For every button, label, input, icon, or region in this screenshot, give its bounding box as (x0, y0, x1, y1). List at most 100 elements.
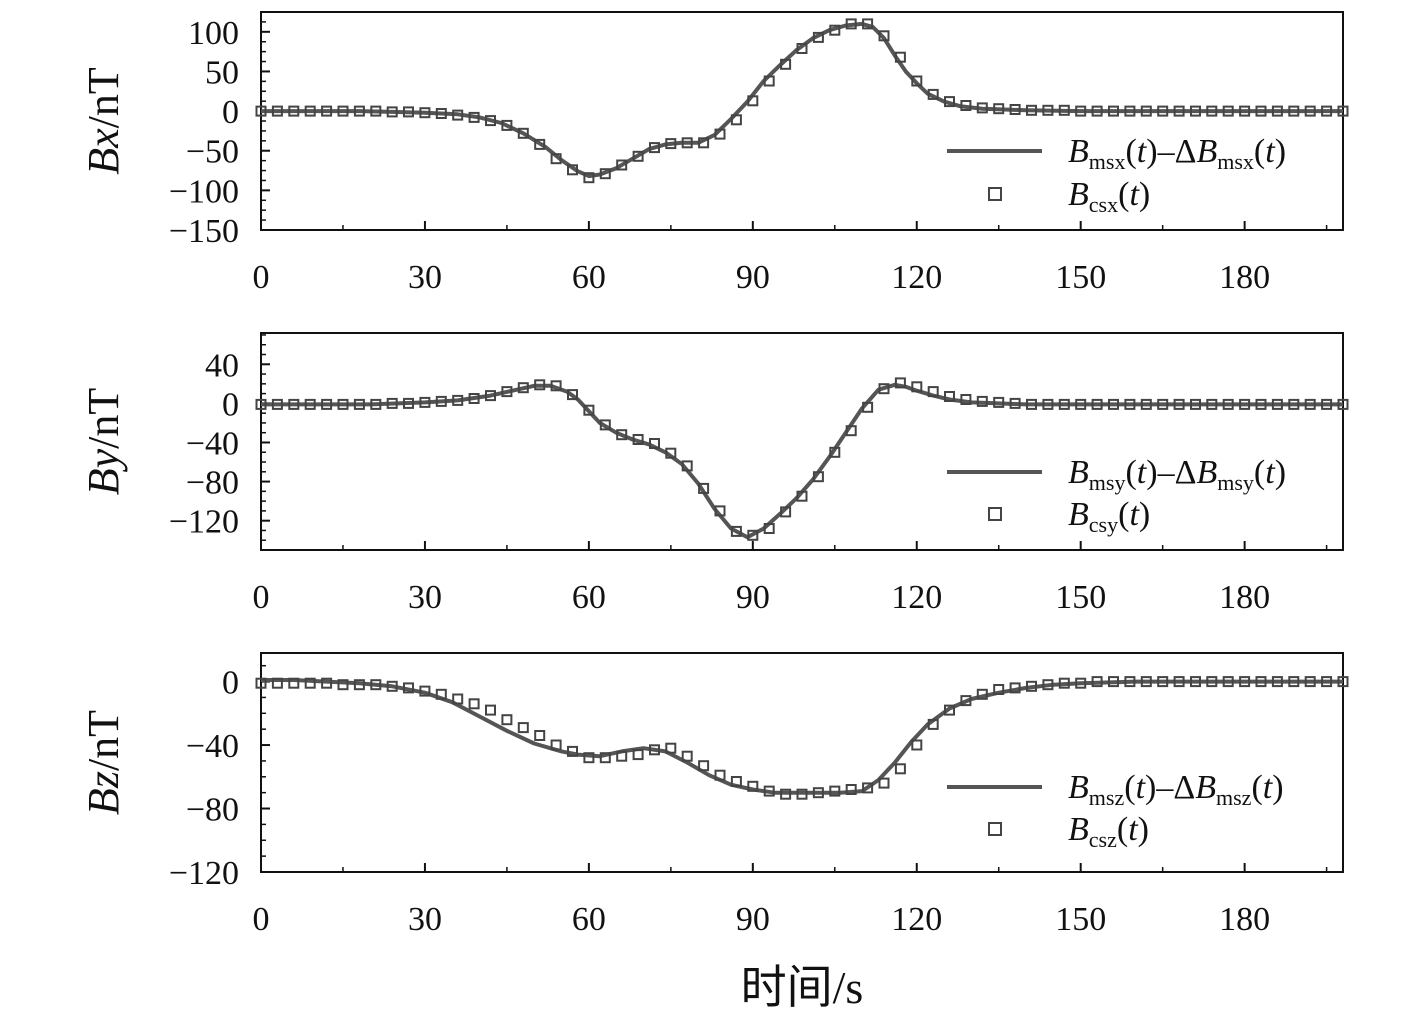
panel-bottom: 0 30 60 90 120 150 180 −120 −80 −40 0 Bz/nT Bmsz(t)–… (79, 652, 1349, 938)
data-point-bottom (927, 718, 939, 730)
data-point-middle (1157, 398, 1169, 410)
data-point-middle (1288, 398, 1300, 410)
data-point-bottom (1337, 676, 1349, 688)
data-point-bottom (632, 749, 644, 761)
data-point-bottom (435, 688, 447, 700)
data-point-middle (976, 395, 988, 407)
data-point-middle (1255, 398, 1267, 410)
data-point-top (829, 24, 841, 36)
data-point-middle (1108, 398, 1119, 410)
data-point-bottom (976, 688, 988, 700)
y-tick-label: −120 (169, 504, 239, 541)
x-tick-label: 120 (891, 901, 942, 938)
data-point-middle (485, 390, 496, 402)
data-point-middle (1271, 398, 1283, 410)
data-point-top (485, 115, 496, 127)
data-point-middle (665, 447, 677, 459)
legend-top: Bmsx(t)–ΔBmsx(t)Bcsx(t) (947, 133, 1286, 217)
data-point-top (419, 107, 431, 119)
data-point-bottom (1321, 676, 1333, 688)
data-point-bottom (681, 750, 693, 762)
data-point-middle (649, 438, 660, 449)
data-point-bottom (599, 752, 611, 764)
y-axis-title-middle: By/nT (79, 388, 128, 496)
data-point-middle (1206, 398, 1218, 410)
data-point-bottom (468, 698, 480, 710)
data-point-bottom (567, 745, 578, 757)
x-tick-label: 150 (1055, 579, 1106, 616)
y-tick-label: −40 (186, 728, 239, 765)
data-point-bottom (747, 780, 759, 792)
data-point-middle (1091, 398, 1103, 410)
data-point-top (862, 18, 874, 30)
data-point-middle (927, 386, 939, 398)
data-point-bottom (1124, 676, 1136, 688)
data-point-bottom (501, 714, 513, 726)
data-point-top (1108, 105, 1119, 117)
data-point-middle (714, 505, 726, 517)
x-tick-label: 0 (253, 259, 270, 296)
data-point-top (878, 30, 890, 42)
data-point-top (845, 18, 857, 30)
data-point-bottom (1091, 676, 1103, 688)
data-point-middle (288, 398, 300, 410)
data-point-top (1157, 105, 1169, 117)
data-point-middle (993, 396, 1005, 408)
data-point-bottom (944, 704, 955, 716)
data-point-bottom (386, 680, 398, 692)
panel-top: 0 30 60 90 120 150 180−150−100−50050100Bx/nTBm… (79, 11, 1349, 296)
data-point-top (567, 164, 578, 176)
data-point-middle (386, 397, 398, 409)
legend-label: Bcsy(t) (1068, 496, 1150, 537)
data-point-middle (550, 380, 562, 392)
data-point-middle (911, 381, 923, 393)
data-point-middle (763, 523, 775, 534)
data-point-middle (1190, 398, 1201, 410)
data-point-bottom (321, 677, 333, 689)
data-point-middle (321, 398, 333, 410)
data-point-middle (468, 393, 480, 404)
x-tick-label: 0 (253, 579, 270, 616)
data-point-bottom (419, 685, 431, 697)
data-point-top (534, 138, 546, 150)
data-point-bottom (698, 760, 710, 772)
data-point-middle (1304, 398, 1316, 410)
data-point-top (1206, 105, 1218, 117)
data-point-top (730, 114, 742, 126)
data-point-bottom (714, 769, 726, 781)
data-point-bottom (1009, 682, 1021, 694)
data-point-middle (304, 398, 316, 410)
x-tick-label: 120 (891, 579, 942, 616)
data-point-bottom (763, 785, 775, 797)
x-tick-label: 60 (572, 579, 606, 616)
y-axis-title-top: Bx/nT (79, 67, 128, 175)
data-point-top (632, 150, 644, 162)
data-point-top (321, 105, 333, 117)
data-point-bottom (1075, 677, 1087, 689)
y-tick-label: −80 (186, 792, 239, 829)
data-point-top (255, 105, 267, 117)
data-point-top (1190, 105, 1201, 117)
data-point-middle (353, 398, 365, 410)
y-axis-title-bottom: Bz/nT (79, 710, 128, 815)
data-point-top (1255, 105, 1267, 117)
data-point-middle (501, 386, 513, 398)
data-point-top (1304, 105, 1316, 117)
legend-label: Bcsz(t) (1068, 811, 1149, 852)
x-tick-label: 90 (736, 259, 770, 296)
data-point-middle (829, 446, 841, 458)
y-tick-label: 0 (222, 386, 239, 423)
data-point-top (649, 142, 660, 154)
legend-bottom: Bmsz(t)–ΔBmsz(t)Bcsz(t) (947, 769, 1284, 852)
y-tick-label: 0 (222, 94, 239, 131)
data-point-bottom (353, 679, 365, 691)
data-point-top (1288, 105, 1300, 117)
data-point-middle (780, 506, 792, 518)
data-point-middle (944, 391, 955, 402)
data-point-bottom (730, 776, 742, 787)
data-point-middle (730, 525, 742, 537)
data-point-bottom (452, 693, 464, 705)
x-tick-label: 150 (1055, 259, 1106, 296)
y-tick-label: −150 (169, 213, 239, 250)
